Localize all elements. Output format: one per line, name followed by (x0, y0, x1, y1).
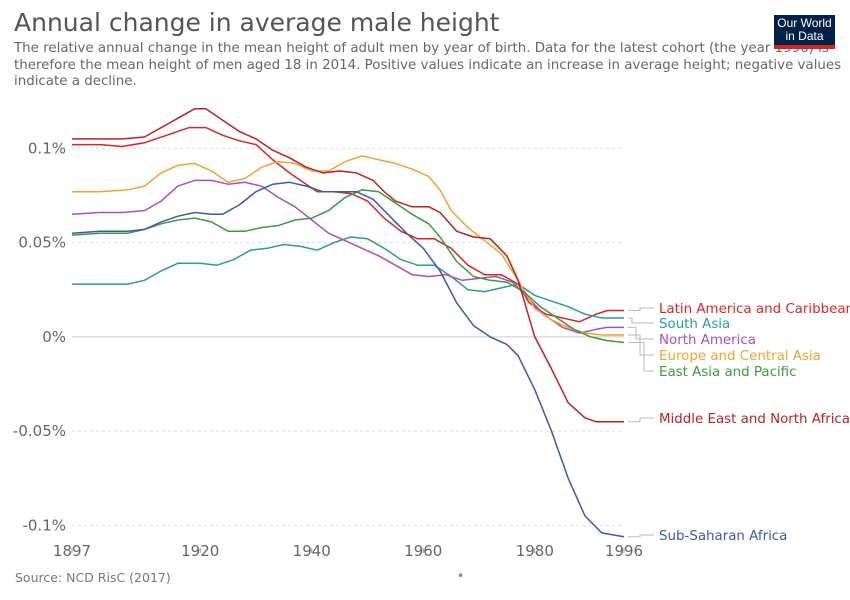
x-tick-label-4: 1980 (516, 542, 554, 560)
series-connector-2 (628, 326, 654, 340)
series-label-3: Europe and Central Asia (659, 349, 821, 364)
series-connector-3 (628, 334, 654, 356)
x-tick-label-0: 1897 (53, 542, 91, 560)
series-label-4: East Asia and Pacific (659, 365, 796, 380)
series-connector-4 (628, 342, 654, 372)
owid-logo[interactable]: Our World in Data (774, 15, 835, 49)
y-tick-label-3: -0.05% (13, 422, 66, 440)
y-tick-label-2: 0% (42, 328, 66, 346)
logo-text-line-1: Our World (777, 16, 832, 30)
series-connector-1 (628, 317, 654, 324)
chart-title: Annual change in average male height (14, 8, 500, 37)
x-tick-label-1: 1920 (181, 542, 219, 560)
series-label-0: Latin America and Caribbean (659, 302, 850, 317)
series-line-5 (72, 108, 624, 423)
series-connector-6 (628, 534, 654, 538)
footer-dot: • (457, 569, 465, 583)
series-label-2: North America (659, 333, 756, 348)
x-tick-label-3: 1960 (404, 542, 442, 560)
y-tick-label-1: 0.05% (18, 234, 66, 252)
y-tick-label-4: -0.1% (22, 516, 66, 534)
series-line-6 (71, 181, 625, 538)
series-line-3 (72, 155, 624, 336)
logo-text-line-2: in Data (785, 29, 824, 43)
x-tick-label-2: 1940 (293, 542, 331, 560)
series-connector-0 (628, 307, 654, 311)
series-label-1: South Asia (659, 317, 730, 332)
series-label-6: Sub-Saharan Africa (659, 529, 787, 544)
x-tick-label-5: 1996 (605, 542, 643, 560)
series-line-2 (71, 179, 624, 334)
chart-subtitle: The relative annual change in the mean h… (14, 41, 842, 89)
series-line-1 (72, 236, 624, 319)
series-label-5: Middle East and North Africa (659, 412, 850, 427)
series-connector-5 (628, 417, 654, 423)
series-line-4 (71, 189, 625, 344)
source-note[interactable]: Source: NCD RisC (2017) (15, 570, 171, 585)
y-tick-label-0: 0.1% (28, 139, 66, 157)
